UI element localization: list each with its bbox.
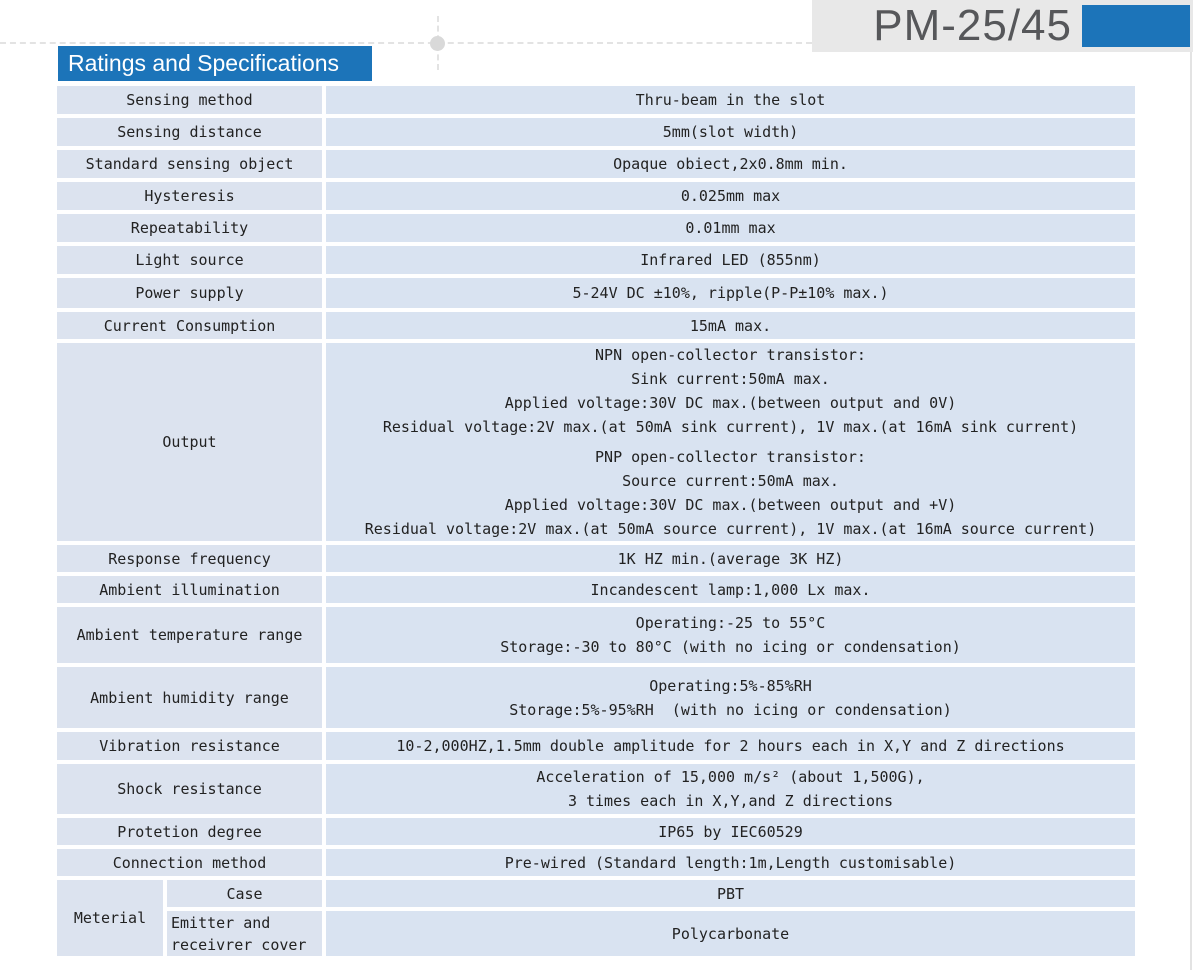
ratings-spec-table: Sensing method Thru-beam in the slot Sen…: [57, 86, 1135, 956]
spec-row-current-consumption: Current Consumption 15mA max.: [57, 312, 1135, 339]
spec-value-line: 15mA max.: [689, 316, 772, 335]
spec-row-protetion-degree: Protetion degree IP65 by IEC60529: [57, 818, 1135, 845]
spec-row-shock-resistance: Shock resistance Acceleration of 15,000 …: [57, 764, 1135, 814]
spec-label: Power supply: [57, 278, 322, 308]
spec-value: Pre-wired (Standard length:1m,Length cus…: [326, 849, 1135, 876]
spec-label: Light source: [57, 246, 322, 274]
spec-value-line: Incandescent lamp:1,000 Lx max.: [590, 580, 871, 599]
spec-value-line: Pre-wired (Standard length:1m,Length cus…: [504, 853, 957, 872]
spec-label: Ambient temperature range: [57, 607, 322, 663]
product-title: PM-25/45: [873, 1, 1072, 50]
page-right-border: [1190, 52, 1192, 970]
product-banner: PM-25/45: [812, 0, 1193, 52]
spec-value: Infrared LED (855nm): [326, 246, 1135, 274]
spec-label: Current Consumption: [57, 312, 322, 339]
spec-value-line: 1K HZ min.(average 3K HZ): [617, 549, 844, 568]
spec-value: 5-24V DC ±10%, ripple(P-P±10% max.): [326, 278, 1135, 308]
spec-value-line: PNP open-collector transistor:: [595, 448, 866, 466]
spec-value-line: NPN open-collector transistor:: [595, 346, 866, 364]
spec-value: Thru-beam in the slot: [326, 86, 1135, 114]
spec-label: Protetion degree: [57, 818, 322, 845]
spec-value: 0.025mm max: [326, 182, 1135, 210]
spec-value-line: Storage:5%-95%RH (with no icing or conde…: [509, 700, 952, 719]
spec-value-line: Sink current:50mA max.: [631, 370, 830, 388]
product-accent-bar: [1082, 5, 1190, 47]
material-row-case: Case PBT: [167, 880, 1135, 907]
spec-row-material: Meterial Case PBT Emitter and receivrer …: [57, 880, 1135, 956]
spec-value-line: 5mm(slot width): [662, 123, 799, 141]
spec-value-line: Applied voltage:30V DC max.(between outp…: [504, 394, 957, 412]
spec-value-line: Source current:50mA max.: [622, 472, 839, 490]
spec-value-line: Operating:5%-85%RH: [649, 676, 812, 695]
spec-value-line: PBT: [716, 884, 745, 903]
spec-value-line: Storage:-30 to 80°C (with no icing or co…: [500, 638, 961, 656]
spec-value-line: IP65 by IEC60529: [658, 822, 803, 841]
guide-dot: [430, 36, 445, 51]
spec-row-light-source: Light source Infrared LED (855nm): [57, 246, 1135, 274]
spec-label: Vibration resistance: [57, 732, 322, 760]
spec-value: 5mm(slot width): [326, 118, 1135, 146]
spec-value: Operating:5%-85%RH Storage:5%-95%RH (wit…: [326, 667, 1135, 728]
spec-label: Response frequency: [57, 545, 322, 572]
spec-value: IP65 by IEC60529: [326, 818, 1135, 845]
spec-row-vibration-resistance: Vibration resistance 10-2,000HZ,1.5mm do…: [57, 732, 1135, 760]
spec-label: Repeatability: [57, 214, 322, 242]
spec-value: Incandescent lamp:1,000 Lx max.: [326, 576, 1135, 603]
spec-value-line: 0.01mm max: [685, 219, 776, 237]
material-part-label: Emitter and receivrer cover: [167, 911, 322, 956]
spec-row-hysteresis: Hysteresis 0.025mm max: [57, 182, 1135, 210]
spec-value: 0.01mm max: [326, 214, 1135, 242]
spec-value-line: Infrared LED (855nm): [640, 251, 821, 269]
spec-value-line: Polycarbonate: [671, 924, 790, 943]
material-part-value: PBT: [326, 880, 1135, 907]
spec-row-ambient-humidity-range: Ambient humidity range Operating:5%-85%R…: [57, 667, 1135, 728]
spec-value: 15mA max.: [326, 312, 1135, 339]
spec-value-line: Operating:-25 to 55°C: [635, 614, 826, 632]
spec-label: Ambient illumination: [57, 576, 322, 603]
output-pnp-group: PNP open-collector transistor: Source cu…: [365, 445, 1097, 541]
spec-value-line: Thru-beam in the slot: [635, 91, 826, 109]
spec-value: 1K HZ min.(average 3K HZ): [326, 545, 1135, 572]
spec-value-line: 3 times each in X,Y,and Z directions: [567, 792, 894, 810]
material-label: Meterial: [57, 880, 163, 956]
spec-value-line: 10-2,000HZ,1.5mm double amplitude for 2 …: [396, 737, 1065, 755]
spec-value-line: Acceleration of 15,000 m/s² (about 1,500…: [536, 768, 925, 786]
spec-label: Standard sensing object: [57, 150, 322, 178]
spec-row-power-supply: Power supply 5-24V DC ±10%, ripple(P-P±1…: [57, 278, 1135, 308]
spec-value-line: 5-24V DC ±10%, ripple(P-P±10% max.): [572, 284, 889, 302]
spec-value: NPN open-collector transistor: Sink curr…: [326, 343, 1135, 541]
spec-value: 10-2,000HZ,1.5mm double amplitude for 2 …: [326, 732, 1135, 760]
material-part-label: Case: [167, 880, 322, 907]
spec-value: Acceleration of 15,000 m/s² (about 1,500…: [326, 764, 1135, 814]
spec-label: Sensing distance: [57, 118, 322, 146]
spec-label: Connection method: [57, 849, 322, 876]
spec-label: Shock resistance: [57, 764, 322, 814]
spec-value-line: Applied voltage:30V DC max.(between outp…: [504, 496, 957, 514]
section-title: Ratings and Specifications: [58, 46, 372, 81]
spec-row-ambient-illumination: Ambient illumination Incandescent lamp:1…: [57, 576, 1135, 603]
spec-value: Opaque obiect,2x0.8mm min.: [326, 150, 1135, 178]
spec-value-line: 0.025mm max: [680, 187, 781, 205]
spec-row-repeatability: Repeatability 0.01mm max: [57, 214, 1135, 242]
spec-row-sensing-distance: Sensing distance 5mm(slot width): [57, 118, 1135, 146]
spec-row-standard-sensing-object: Standard sensing object Opaque obiect,2x…: [57, 150, 1135, 178]
spec-label: Sensing method: [57, 86, 322, 114]
output-npn-group: NPN open-collector transistor: Sink curr…: [383, 343, 1078, 439]
spec-value: Operating:-25 to 55°C Storage:-30 to 80°…: [326, 607, 1135, 663]
spec-row-output: Output NPN open-collector transistor: Si…: [57, 343, 1135, 541]
spec-row-connection-method: Connection method Pre-wired (Standard le…: [57, 849, 1135, 876]
spec-label: Ambient humidity range: [57, 667, 322, 728]
material-subtable: Case PBT Emitter and receivrer cover Pol…: [167, 880, 1135, 956]
spec-value-line: Residual voltage:2V max.(at 50mA source …: [364, 520, 1097, 538]
spec-label: Hysteresis: [57, 182, 322, 210]
material-row-cover: Emitter and receivrer cover Polycarbonat…: [167, 911, 1135, 956]
dashed-guide-horizontal: [0, 42, 812, 44]
spec-value-line: Opaque obiect,2x0.8mm min.: [613, 155, 848, 173]
spec-row-ambient-temperature-range: Ambient temperature range Operating:-25 …: [57, 607, 1135, 663]
spec-row-response-frequency: Response frequency 1K HZ min.(average 3K…: [57, 545, 1135, 572]
spec-label: Output: [57, 343, 322, 541]
material-part-value: Polycarbonate: [326, 911, 1135, 956]
spec-row-sensing-method: Sensing method Thru-beam in the slot: [57, 86, 1135, 114]
spec-value-line: Residual voltage:2V max.(at 50mA sink cu…: [382, 418, 1079, 436]
